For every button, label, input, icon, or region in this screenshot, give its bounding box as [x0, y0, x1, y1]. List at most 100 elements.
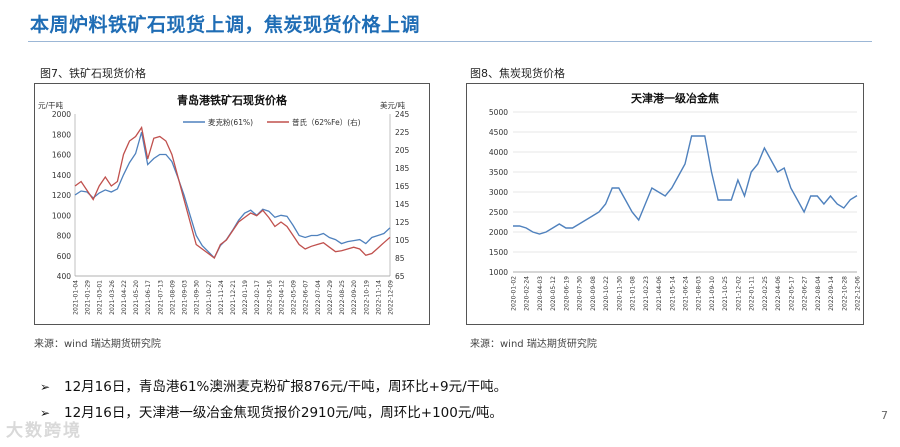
y-tick-label-left: 800: [57, 232, 72, 241]
x-tick-label: 2022-08-25: [339, 280, 346, 315]
x-tick-label: 2022-01-19: [242, 280, 249, 315]
x-tick-label: 2021-03-01: [97, 280, 104, 315]
x-tick-label: 2021-01-04: [73, 280, 80, 315]
x-tick-label: 2020-09-08: [590, 276, 597, 311]
x-tick-label: 2021-12-02: [735, 276, 742, 311]
series-line-2: [74, 125, 391, 260]
fig7-source: 来源：wind 瑞达期货研究院: [34, 339, 161, 350]
series-line-1: [74, 132, 391, 259]
x-tick-label: 2021-09-30: [194, 280, 201, 315]
x-tick-label: 2021-03-26: [109, 280, 116, 315]
legend-label-1: 麦克粉(61%): [208, 117, 253, 127]
x-tick-label: 2021-02-23: [643, 276, 650, 311]
x-tick-label: 2020-02-24: [524, 276, 531, 311]
x-tick-label: 2022-09-14: [828, 276, 835, 311]
y-tick-label-left: 1800: [52, 130, 71, 139]
x-tick-label: 2021-12-21: [230, 280, 237, 315]
bullet-text: 12月16日，天津港一级冶金焦现货报价2910元/吨，周环比+100元/吨。: [64, 405, 503, 421]
y-tick-label: 2000: [489, 228, 508, 237]
y-tick-label-right: 145: [395, 200, 410, 209]
y-tick-label: 3000: [489, 188, 508, 197]
x-tick-label: 2022-09-20: [351, 280, 358, 315]
x-tick-label: 2022-06-27: [802, 276, 809, 311]
x-tick-label: 2021-09-10: [709, 276, 716, 311]
x-tick-label: 2021-07-13: [157, 280, 164, 315]
y-tick-label-right: 165: [395, 182, 410, 191]
bullet-item: ➢ 12月16日，天津港一级冶金焦现货报价2910元/吨，周环比+100元/吨。: [40, 402, 507, 428]
watermark-logo: 大数跨境: [6, 421, 82, 441]
y-tick-label-right: 245: [395, 110, 410, 119]
fig8-panel: 天津港一级冶金焦 1000 1500 2000 2500 3000 3500 4000 4500…: [466, 83, 864, 325]
page-title: 本周炉料铁矿石现货上调，焦炭现货价格上调: [30, 14, 421, 36]
bullet-text: 12月16日，青岛港61%澳洲麦克粉矿报876元/干吨，周环比+9元/干吨。: [64, 379, 508, 395]
x-tick-label: 2022-08-04: [815, 276, 822, 311]
x-tick-label: 2022-04-12: [278, 280, 285, 315]
series-line-1: [513, 135, 858, 235]
fig8-source: 来源：wind 瑞达期货研究院: [470, 339, 597, 350]
x-tick-label: 2022-12-06: [855, 276, 862, 311]
x-tick-label: 2021-11-24: [218, 280, 225, 315]
chart-title: 天津港一级冶金焦: [631, 91, 719, 105]
title-divider: [28, 41, 872, 42]
y-tick-label: 1500: [489, 248, 508, 257]
x-tick-label: 2020-10-22: [603, 276, 610, 311]
x-tick-label: 2021-01-29: [85, 280, 92, 315]
y-tick-label: 1000: [489, 268, 508, 277]
y-tick-label-right: 65: [395, 272, 405, 281]
chart-title: 青岛港铁矿石现货价格: [177, 93, 288, 107]
y-tick-label-right: 225: [395, 128, 410, 137]
right-axis-unit: 美元/吨: [380, 100, 406, 110]
x-tick-label: 2020-06-19: [563, 276, 570, 311]
x-tick-label: 2021-10-25: [722, 276, 729, 311]
y-tick-label-left: 1600: [52, 151, 71, 160]
x-tick-label: 2022-07-29: [327, 280, 334, 315]
y-tick-label-right: 85: [395, 254, 405, 263]
x-tick-label: 2021-10-27: [206, 280, 213, 315]
x-tick-label: 2021-06-24: [683, 276, 690, 311]
x-tick-label: 2020-07-30: [577, 276, 584, 311]
x-tick-label: 2020-04-03: [537, 276, 544, 311]
fig8-caption: 图8、焦炭现货价格: [470, 67, 565, 80]
x-tick-label: 2022-02-17: [254, 280, 261, 315]
left-axis-unit: 元/干吨: [38, 100, 64, 110]
x-tick-label: 2022-05-09: [291, 280, 298, 315]
x-tick-label: 2022-04-06: [775, 276, 782, 311]
y-tick-label: 4500: [489, 128, 508, 137]
y-tick-label: 4000: [489, 148, 508, 157]
x-tick-label: 2021-08-03: [696, 276, 703, 311]
bullet-list: ➢ 12月16日，青岛港61%澳洲麦克粉矿报876元/干吨，周环比+9元/干吨。 …: [40, 376, 507, 428]
y-tick-label-left: 1000: [52, 211, 71, 220]
x-tick-label: 2021-01-08: [630, 276, 637, 311]
y-tick-label-right: 185: [395, 164, 410, 173]
x-tick-label: 2020-01-02: [511, 276, 518, 311]
fig7-caption: 图7、铁矿石现货价格: [40, 67, 146, 80]
x-tick-label: 2020-11-30: [616, 276, 623, 311]
y-tick-label-left: 600: [57, 252, 72, 261]
x-tick-label: 2021-04-22: [121, 280, 128, 315]
y-tick-label-right: 205: [395, 146, 410, 155]
page-number: 7: [881, 409, 888, 422]
bullet-marker: ➢: [40, 380, 51, 394]
x-tick-label: 2021-06-17: [145, 280, 152, 315]
bullet-marker: ➢: [40, 406, 51, 420]
x-tick-label: 2021-09-03: [182, 280, 189, 315]
y-tick-label-left: 1400: [52, 171, 71, 180]
x-tick-label: 2022-01-11: [749, 276, 756, 311]
coke-chart: 天津港一级冶金焦 1000 1500 2000 2500 3000 3500 4000 4500…: [489, 91, 862, 311]
x-tick-label: 2022-07-04: [315, 280, 322, 315]
x-tick-label: 2022-12-09: [388, 280, 395, 315]
x-tick-label: 2021-05-20: [133, 280, 140, 315]
legend-label-2: 普氏（62%Fe）(右): [292, 117, 361, 127]
y-tick-label: 3500: [489, 168, 508, 177]
x-tick-label: 2022-05-17: [788, 276, 795, 311]
bullet-item: ➢ 12月16日，青岛港61%澳洲麦克粉矿报876元/干吨，周环比+9元/干吨。: [40, 376, 507, 402]
y-tick-label: 2500: [489, 208, 508, 217]
y-tick-label: 5000: [489, 108, 508, 117]
y-tick-label-right: 125: [395, 218, 410, 227]
x-tick-label: 2022-03-16: [266, 280, 273, 315]
y-tick-label-left: 1200: [52, 191, 71, 200]
x-tick-label: 2022-10-28: [841, 276, 848, 311]
x-tick-label: 2021-08-09: [169, 280, 176, 315]
y-tick-label-left: 400: [57, 272, 72, 281]
